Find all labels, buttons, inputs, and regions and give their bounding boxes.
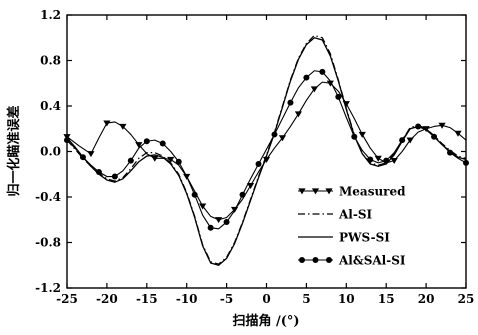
legend-item: Al-SI (298, 208, 373, 222)
x-tick-label: -20 (96, 292, 118, 306)
tick-labels: -25 -20 -15 -10 -5 0 5 10 15 20 25 -1.2 -0.8 -0.4 0.0 0… (35, 8, 474, 306)
x-tick-label: 25 (458, 292, 475, 306)
data-point (255, 161, 262, 168)
data-point (143, 138, 150, 145)
data-point (415, 123, 422, 130)
legend-item: Al&SAl-SI (298, 254, 406, 268)
y-tick-label: 0.8 (40, 54, 61, 68)
data-point (151, 155, 159, 162)
data-point (319, 68, 326, 75)
data-point (303, 74, 310, 81)
series-3 (64, 68, 469, 231)
x-tick-label: 10 (338, 292, 355, 306)
series-lines (63, 34, 469, 266)
legend-label: PWS-SI (339, 231, 390, 245)
y-tick-label: -1.2 (35, 281, 61, 295)
x-tick-label: -25 (56, 292, 78, 306)
data-point (447, 149, 454, 156)
data-point (367, 156, 374, 163)
data-point (390, 158, 398, 164)
data-point (111, 173, 118, 180)
data-point (351, 133, 358, 140)
y-tick-label: 0.4 (40, 99, 61, 113)
series-0 (63, 80, 467, 224)
x-tick-label: -5 (220, 292, 233, 306)
data-point (431, 133, 438, 140)
y-tick-label: 0.0 (40, 145, 61, 159)
legend-marker (325, 188, 333, 195)
x-tick-label: 20 (418, 292, 435, 306)
data-point (438, 122, 446, 129)
x-tick-label: -15 (136, 292, 158, 306)
data-point (79, 154, 86, 161)
data-point (135, 142, 143, 149)
x-tick-label: 5 (302, 292, 310, 306)
legend-marker (312, 257, 319, 263)
data-point (191, 191, 198, 198)
data-point (246, 183, 255, 190)
data-point (326, 80, 334, 87)
data-point (223, 219, 230, 226)
series-line (66, 70, 467, 230)
x-tick-label: 15 (378, 292, 395, 306)
series-line (66, 81, 467, 221)
data-point (119, 123, 127, 130)
data-point (199, 203, 207, 210)
series-2 (66, 37, 467, 266)
data-point (383, 157, 390, 164)
legend-marker (311, 188, 320, 195)
data-point (103, 120, 111, 127)
x-tick-label: 0 (262, 292, 270, 306)
legend-label: Measured (339, 185, 406, 199)
legend: Measured Al-SI PWS-SI Al&SAl-SI (298, 185, 406, 268)
data-point (87, 151, 95, 158)
data-point (399, 137, 406, 144)
legend-label: Al&SAl-SI (338, 254, 406, 268)
data-point (374, 155, 382, 162)
data-point (175, 158, 182, 165)
data-point (239, 191, 246, 198)
legend-marker (326, 257, 332, 263)
data-point (358, 131, 366, 138)
legend-marker (298, 188, 306, 195)
data-point (454, 130, 462, 137)
legend-item: Measured (298, 185, 406, 199)
data-point (287, 99, 294, 106)
data-point (294, 111, 303, 118)
legend-marker (299, 257, 305, 263)
data-point (406, 137, 414, 144)
x-tick-label: -10 (176, 292, 198, 306)
legend-label: Al-SI (338, 208, 373, 222)
y-tick-label: -0.8 (35, 236, 61, 250)
data-point (215, 217, 223, 224)
data-point (310, 86, 318, 93)
data-point (335, 93, 342, 100)
data-point (159, 140, 166, 147)
y-axis-title: 归一化瞄准误差 (6, 105, 22, 196)
data-point (95, 168, 102, 175)
data-point (127, 157, 134, 164)
data-point (167, 156, 175, 163)
legend-item: PWS-SI (298, 231, 390, 245)
plot-frame (66, 14, 467, 289)
data-point (271, 131, 278, 138)
y-tick-label: 1.2 (40, 8, 61, 22)
y-tick-label: -0.4 (35, 190, 61, 204)
x-axis-title: 扫描角 /(°) (232, 313, 299, 329)
tick-marks (66, 14, 467, 289)
data-point (278, 135, 287, 142)
series-line (66, 37, 467, 266)
data-point (207, 224, 214, 231)
